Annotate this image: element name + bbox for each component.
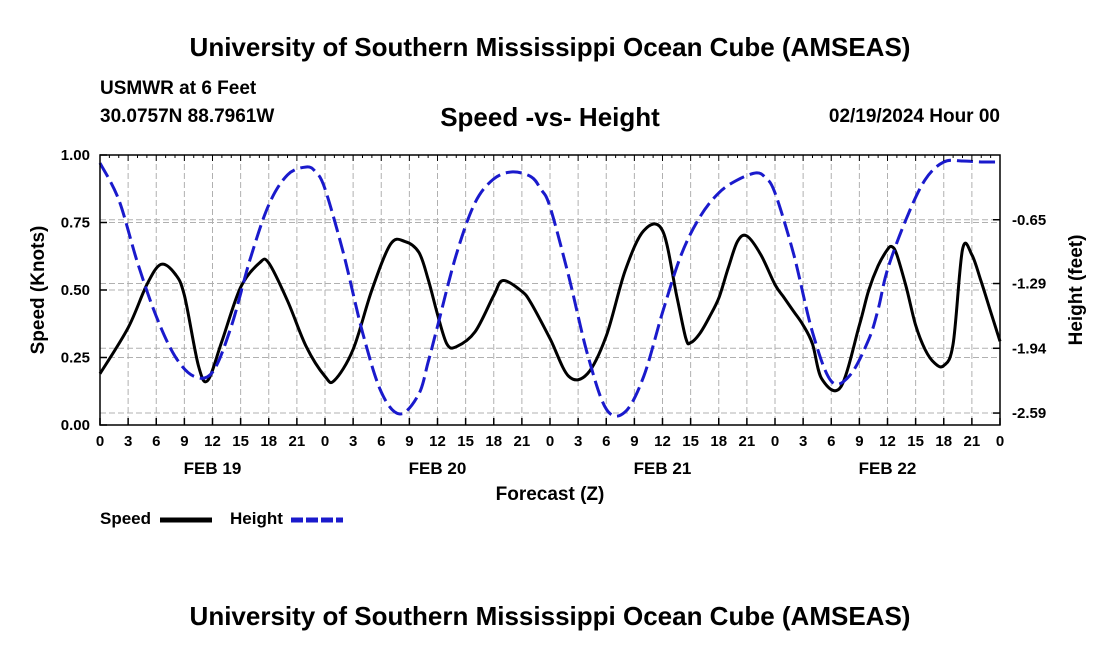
x-tick-label: 9: [405, 433, 413, 450]
speed-height-chart: 0 3 6 9 12 15 18 21 0 3 6 9 12 15 18 21 0 3 6 9 12 15 18 21 0 3 6 9…: [28, 147, 1087, 505]
x-tick-label: 18: [485, 433, 502, 450]
plot-title: Speed -vs- Height: [440, 102, 660, 132]
x-tick-label: 15: [907, 433, 924, 450]
date-label: FEB 19: [184, 459, 242, 478]
x-tick-label: 18: [710, 433, 727, 450]
page-title: University of Southern Mississippi Ocean…: [189, 32, 911, 62]
date-label: FEB 21: [634, 459, 692, 478]
legend-height-label: Height: [230, 509, 283, 528]
x-tick-label: 6: [152, 433, 160, 450]
x-tick-label: 0: [96, 433, 104, 450]
x-tick-label: 3: [124, 433, 132, 450]
footer-title: University of Southern Mississippi Ocean…: [189, 601, 911, 631]
x-tick-label: 12: [429, 433, 446, 450]
x-tick-label: 0: [996, 433, 1004, 450]
x-tick-label: 15: [457, 433, 474, 450]
y2-axis-label: Height (feet): [1066, 235, 1087, 346]
x-tick-label: 0: [321, 433, 329, 450]
y-tick-label: 0.25: [61, 350, 90, 367]
legend-height-swatch: [291, 517, 343, 523]
x-tick-label: 12: [204, 433, 221, 450]
y-tick-label: 1.00: [61, 147, 90, 164]
axes: 0 3 6 9 12 15 18 21 0 3 6 9 12 15 18 21 0 3 6 9 12 15 18 21 0 3 6 9…: [61, 147, 1047, 478]
x-tick-label: 21: [739, 433, 756, 450]
series-line-height: [98, 158, 1001, 418]
y-tick-label: 0.75: [61, 215, 90, 232]
x-tick-label: 3: [349, 433, 357, 450]
x-tick-label: 21: [514, 433, 531, 450]
date-label: FEB 20: [409, 459, 467, 478]
y-tick-label: 0.50: [61, 282, 90, 299]
y2-tick-label: -1.29: [1012, 276, 1046, 293]
x-tick-label: 9: [630, 433, 638, 450]
coordinates-label: 30.0757N 88.7961W: [100, 106, 275, 127]
grid: [100, 155, 1000, 425]
x-tick-label: 12: [654, 433, 671, 450]
date-label: FEB 22: [859, 459, 917, 478]
y2-tick-label: -0.65: [1012, 212, 1046, 229]
x-tick-label: 9: [180, 433, 188, 450]
x-tick-label: 0: [771, 433, 779, 450]
y2-tick-label: -2.59: [1012, 405, 1046, 422]
x-tick-label: 3: [799, 433, 807, 450]
x-tick-label: 21: [964, 433, 981, 450]
x-tick-label: 9: [855, 433, 863, 450]
station-label: USMWR at 6 Feet: [100, 78, 257, 99]
x-axis-label: Forecast (Z): [496, 484, 605, 505]
y2-tick-label: -1.94: [1012, 340, 1047, 357]
series-line-speed: [98, 222, 1002, 393]
y-tick-label: 0.00: [61, 417, 90, 434]
x-tick-label: 18: [935, 433, 952, 450]
datetime-label: 02/19/2024 Hour 00: [828, 106, 1000, 127]
x-tick-label: 15: [682, 433, 699, 450]
y-axis-label: Speed (Knots): [28, 226, 49, 355]
legend-speed-label: Speed: [100, 509, 152, 528]
x-tick-label: 12: [879, 433, 896, 450]
x-tick-label: 6: [602, 433, 610, 450]
x-tick-label: 21: [289, 433, 306, 450]
x-tick-label: 18: [260, 433, 277, 450]
x-tick-label: 15: [232, 433, 249, 450]
x-tick-label: 6: [827, 433, 835, 450]
legend-speed-swatch: [160, 517, 212, 523]
x-tick-label: 6: [377, 433, 385, 450]
x-tick-label: 3: [574, 433, 582, 450]
x-tick-label: 0: [546, 433, 554, 450]
series-layer: [98, 158, 1002, 418]
